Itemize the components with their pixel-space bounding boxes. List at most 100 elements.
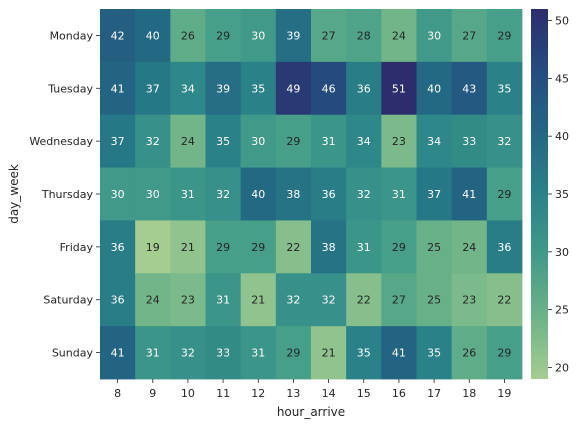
heatmap-cell — [100, 273, 136, 327]
cell-value-label: 34 — [357, 135, 371, 148]
x-tick-label: 15 — [357, 387, 371, 400]
heatmap-cell — [170, 220, 206, 274]
x-tick-label: 8 — [114, 387, 121, 400]
cell-value-label: 33 — [462, 135, 476, 148]
cell-value-label: 24 — [462, 241, 476, 254]
y-tick-label: Saturday — [43, 294, 93, 307]
cell-value-label: 23 — [181, 294, 195, 307]
cell-value-label: 40 — [251, 188, 265, 201]
heatmap-cell — [275, 273, 312, 327]
cell-value-label: 32 — [216, 188, 230, 201]
heatmap-cell — [135, 114, 171, 168]
heatmap-cell — [381, 220, 417, 274]
heatmap-cell — [170, 326, 206, 380]
colorbar-ticks: 20 25 30 35 40 45 50 — [548, 15, 569, 374]
heatmap-cell — [346, 326, 382, 380]
colorbar — [531, 9, 548, 379]
colorbar-tick-label: 25 — [555, 304, 569, 317]
colorbar-tick-label: 30 — [555, 246, 569, 259]
heatmap-cell — [346, 167, 382, 221]
heatmap-cell — [416, 114, 453, 168]
cell-value-label: 29 — [216, 241, 230, 254]
heatmap-cell — [381, 167, 417, 221]
cell-value-label: 29 — [497, 347, 511, 360]
heatmap-cell — [205, 114, 242, 168]
heatmap-cell — [100, 61, 136, 116]
heatmap-cell — [346, 114, 382, 168]
heatmap-cell — [170, 273, 206, 327]
heatmap-cell — [240, 114, 277, 168]
colorbar-tick-label: 45 — [555, 72, 569, 85]
heatmap-cell — [486, 326, 523, 380]
heatmap-cell — [381, 114, 417, 168]
heatmap-cell — [135, 61, 171, 116]
cell-value-label: 38 — [286, 188, 300, 201]
heatmap-cells — [100, 9, 523, 380]
heatmap-cell — [205, 167, 242, 221]
cell-value-label: 29 — [216, 29, 230, 42]
heatmap-cell — [311, 220, 347, 274]
heatmap-cell — [275, 167, 312, 221]
cell-value-label: 24 — [392, 29, 406, 42]
cell-value-label: 22 — [357, 294, 371, 307]
cell-value-label: 46 — [322, 82, 336, 95]
cell-value-label: 35 — [251, 82, 265, 95]
cell-value-label: 36 — [111, 294, 125, 307]
cell-value-label: 36 — [497, 241, 511, 254]
heatmap-cell — [240, 273, 277, 327]
heatmap-cell — [311, 9, 347, 63]
heatmap-cell — [275, 9, 312, 63]
heatmap-cell — [170, 61, 206, 116]
heatmap-cell — [135, 9, 171, 63]
cell-value-label: 35 — [216, 135, 230, 148]
heatmap-cell — [100, 9, 136, 63]
heatmap-cell — [205, 326, 242, 380]
cell-value-label: 23 — [392, 135, 406, 148]
cell-value-label: 31 — [357, 241, 371, 254]
cell-value-label: 39 — [216, 82, 230, 95]
cell-value-label: 32 — [497, 135, 511, 148]
heatmap-cell — [451, 61, 488, 116]
cell-value-label: 33 — [216, 347, 230, 360]
heatmap-cell — [451, 326, 488, 380]
heatmap-cell — [311, 114, 347, 168]
cell-value-label: 22 — [497, 294, 511, 307]
x-tick-label: 13 — [286, 387, 300, 400]
cell-value-label: 30 — [251, 135, 265, 148]
heatmap-cell — [100, 326, 136, 380]
cell-value-label: 27 — [392, 294, 406, 307]
heatmap-cell — [451, 273, 488, 327]
cell-value-label: 32 — [181, 347, 195, 360]
heatmap-cell — [240, 326, 277, 380]
cell-value-label: 29 — [251, 241, 265, 254]
heatmap-cell — [416, 9, 453, 63]
cell-value-label: 30 — [251, 29, 265, 42]
cell-value-label: 19 — [146, 241, 160, 254]
heatmap-cell — [100, 114, 136, 168]
heatmap-cell — [275, 114, 312, 168]
cell-value-label: 35 — [427, 347, 441, 360]
cell-value-label: 24 — [146, 294, 160, 307]
cell-value-label: 29 — [497, 29, 511, 42]
heatmap-cell — [311, 273, 347, 327]
cell-value-label: 36 — [357, 82, 371, 95]
heatmap-cell — [311, 167, 347, 221]
colorbar-tick-label: 20 — [555, 361, 569, 374]
y-axis-label: day_week — [7, 164, 21, 224]
cell-value-label: 26 — [462, 347, 476, 360]
cell-value-label: 35 — [357, 347, 371, 360]
cell-value-label: 27 — [462, 29, 476, 42]
cell-value-label: 32 — [322, 294, 336, 307]
cell-value-label: 34 — [427, 135, 441, 148]
heatmap-cell — [205, 273, 242, 327]
heatmap-cell — [486, 61, 523, 116]
heatmap-cell — [381, 61, 417, 116]
heatmap-cell — [416, 326, 453, 380]
heatmap-cell — [381, 326, 417, 380]
x-tick-label: 17 — [427, 387, 441, 400]
heatmap-cell — [135, 220, 171, 274]
heatmap-cell — [240, 61, 277, 116]
cell-value-label: 31 — [181, 188, 195, 201]
cell-value-label: 32 — [286, 294, 300, 307]
heatmap-cell — [381, 273, 417, 327]
